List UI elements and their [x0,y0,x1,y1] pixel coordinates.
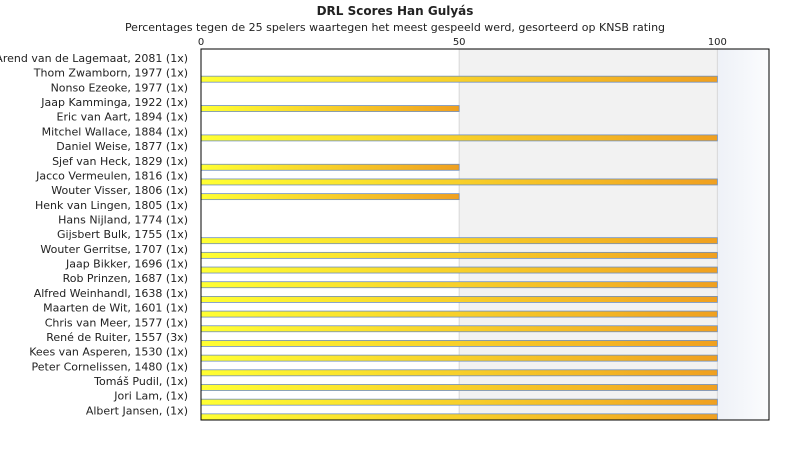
plot-background [201,49,769,420]
category-label: Rob Prinzen, 1687 (1x) [63,272,188,285]
plot-frame [200,48,770,421]
bar [200,296,718,303]
bar [200,281,718,289]
bar [200,384,718,391]
bar [200,398,718,406]
category-label: Mitchel Wallace, 1884 (1x) [42,125,188,138]
category-label: Hans Nijland, 1774 (1x) [58,213,188,226]
chart-subtitle: Percentages tegen de 25 spelers waartege… [125,21,665,34]
category-label: Albert Jansen, (1x) [86,404,188,417]
bar [200,266,718,274]
category-label: Chris van Meer, 1577 (1x) [45,316,188,329]
category-label: Alfred Weinhandl, 1638 (1x) [34,287,188,300]
category-label: Arend van de Lagemaat, 2081 (1x) [0,52,188,65]
bar [200,105,460,112]
category-label: Wouter Visser, 1806 (1x) [51,184,188,197]
category-label: Jacco Vermeulen, 1816 (1x) [35,169,188,182]
category-label: Jaap Kamminga, 1922 (1x) [40,96,188,109]
bar [200,340,718,347]
bar [200,413,718,421]
bar [200,325,718,333]
bar [200,178,718,186]
bar [200,251,718,259]
bar [200,193,460,201]
category-label: Henk van Lingen, 1805 (1x) [35,199,188,212]
category-label: Tomáš Pudil, (1x) [93,375,188,388]
bar [200,369,718,377]
x-tick-label: 0 [198,37,204,48]
background-band [717,49,769,420]
bar [200,237,718,245]
category-label: Thom Zwamborn, 1977 (1x) [33,67,188,80]
category-label: Eric van Aart, 1894 (1x) [57,111,188,124]
bar [200,354,718,362]
bar [200,163,460,171]
bar [200,134,718,142]
x-tick-labels: 0 50 100 [198,37,727,48]
category-label: Peter Cornelissen, 1480 (1x) [32,360,188,373]
background-band [459,49,718,420]
x-tick-label: 100 [708,37,727,48]
bar [200,75,718,83]
category-label: Maarten de Wit, 1601 (1x) [43,302,188,315]
background-band [201,49,460,420]
category-label: Sjef van Heck, 1829 (1x) [52,155,188,168]
bar [200,310,718,318]
category-label: Jori Lam, (1x) [113,390,188,403]
category-label: Daniel Weise, 1877 (1x) [56,140,188,153]
category-label: Nonso Ezeoke, 1977 (1x) [51,81,188,94]
category-label: Wouter Gerritse, 1707 (1x) [40,243,188,256]
x-tick-label: 50 [453,37,466,48]
category-labels: Arend van de Lagemaat, 2081 (1x) Thom Zwa… [0,52,188,417]
chart-title: DRL Scores Han Gulyás [317,4,474,18]
category-label: René de Ruiter, 1557 (3x) [46,331,188,344]
category-label: Gijsbert Bulk, 1755 (1x) [57,228,188,241]
category-label: Kees van Asperen, 1530 (1x) [29,346,188,359]
category-label: Jaap Bikker, 1696 (1x) [65,258,188,271]
